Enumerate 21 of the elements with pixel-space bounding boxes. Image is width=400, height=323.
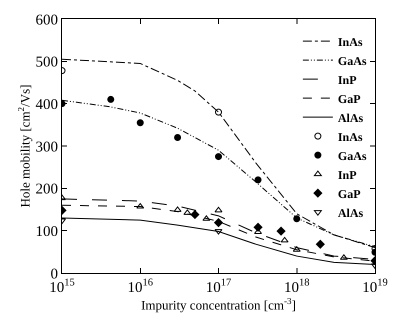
y-tick-label: 100 [36, 224, 58, 240]
y-tick-label: 500 [36, 54, 58, 71]
y-tick-label: 600 [36, 12, 58, 28]
x-tick-label: 10$^{18}$ [284, 278, 310, 296]
legend-label: GaAs [338, 54, 367, 68]
y-tick-label: 300 [36, 139, 58, 156]
legend-label: InP [338, 168, 357, 182]
x-tick-label: 10$^{16}$ [128, 278, 153, 296]
x-tick-label: 10$^{17}$ [206, 278, 232, 296]
x-tick-label: 10$^{19}$ [362, 278, 388, 296]
legend-label: InP [338, 72, 357, 87]
legend-label: AlAs [338, 110, 364, 125]
legend-label: GaAs [338, 148, 367, 163]
y-tick-label: 400 [36, 96, 58, 113]
x-axis-title: Impurity concentration [cm$^{-3}$] [141, 296, 296, 312]
legend-label: InAs [338, 130, 363, 144]
y-tick-label: 200 [36, 182, 58, 198]
legend-label: InAs [338, 34, 363, 49]
legend-label: GaP [338, 186, 361, 201]
legend-label: GaP [338, 92, 361, 106]
legend-label: AlAs [338, 206, 364, 220]
